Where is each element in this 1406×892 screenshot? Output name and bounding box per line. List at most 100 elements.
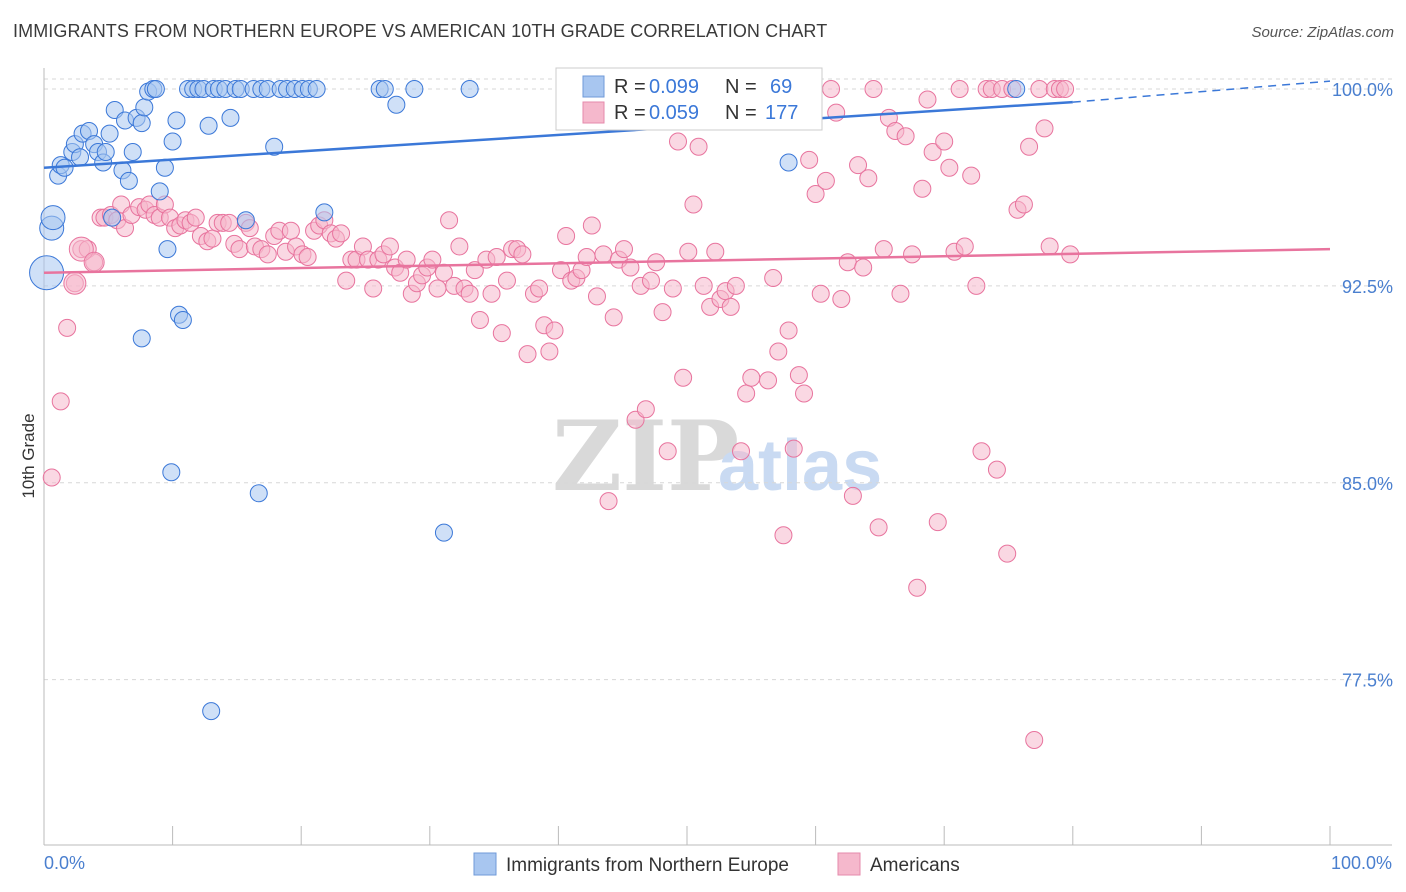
data-point [614, 240, 633, 259]
data-point [679, 242, 698, 261]
data-point [967, 276, 986, 295]
data-point [774, 526, 793, 545]
legend-n-label-1: N = [725, 76, 757, 98]
data-point [1035, 119, 1054, 138]
data-point [42, 468, 61, 487]
data-point [397, 250, 416, 269]
data-point [298, 248, 317, 266]
legend-n-value-2: 177 [765, 102, 798, 124]
data-point [668, 132, 687, 151]
data-point [891, 284, 910, 303]
data-point [1056, 80, 1075, 98]
data-point [103, 208, 122, 227]
data-point [387, 95, 406, 114]
data-point [641, 271, 660, 290]
y-tick-labels: 100.0% 92.5% 85.0% 77.5% [1332, 80, 1393, 691]
data-point [779, 153, 798, 172]
data-point [1030, 80, 1049, 98]
americans-points [42, 80, 1080, 749]
data-point [832, 290, 851, 308]
data-point [1040, 237, 1059, 256]
data-point [684, 195, 703, 214]
data-point [220, 213, 239, 232]
data-point [940, 158, 959, 177]
data-point [146, 80, 165, 98]
legend-n-label-2: N = [725, 102, 757, 124]
data-point [843, 486, 862, 505]
data-point [972, 442, 991, 461]
data-point [811, 284, 830, 303]
data-point [135, 98, 154, 117]
data-point [51, 392, 70, 411]
data-point [492, 324, 511, 343]
x-tick-label-min: 0.0% [44, 853, 85, 873]
data-point [236, 211, 255, 230]
data-point [903, 245, 922, 264]
legend-n-value-1: 69 [770, 76, 792, 98]
data-point [1007, 80, 1026, 98]
data-point [513, 245, 532, 264]
trend-line-americans [43, 247, 1331, 274]
y-tick-label: 85.0% [1342, 474, 1393, 494]
legend-swatch-blue [582, 75, 605, 98]
bottom-legend: Immigrants from Northern Europe American… [473, 852, 960, 876]
data-point [230, 240, 249, 259]
data-point [58, 318, 77, 337]
data-point [759, 371, 778, 390]
data-point [732, 442, 751, 461]
data-point [470, 311, 489, 329]
data-point [281, 221, 300, 240]
data-point [123, 143, 142, 161]
data-point [923, 143, 942, 161]
data-point [100, 124, 119, 143]
data-point [450, 237, 469, 256]
data-point [540, 342, 559, 361]
data-point [822, 80, 841, 98]
data-point [1020, 137, 1039, 156]
data-point [518, 345, 537, 364]
data-point [955, 237, 974, 256]
data-point [364, 279, 383, 298]
data-point [265, 137, 284, 156]
data-point [604, 308, 623, 327]
data-point [663, 279, 682, 298]
bottom-legend-label-2: Americans [870, 855, 960, 876]
data-point [428, 279, 447, 298]
data-point [482, 284, 501, 303]
y-tick-label: 92.5% [1342, 277, 1393, 297]
data-point [307, 80, 326, 98]
data-point [896, 127, 915, 146]
source-credit: Source: ZipAtlas.com [1251, 24, 1394, 41]
data-point [315, 203, 334, 222]
data-point [689, 137, 708, 156]
legend-r-label-1: R = [614, 76, 646, 98]
bottom-legend-swatch-pink [837, 852, 861, 876]
data-point [119, 171, 138, 190]
data-point [674, 368, 693, 387]
data-point [1014, 195, 1033, 214]
data-point [764, 269, 783, 287]
data-point [158, 240, 177, 259]
data-point [800, 150, 819, 169]
data-point [658, 442, 677, 461]
x-axis-ticks [43, 826, 1331, 845]
data-point [163, 132, 182, 151]
data-point [864, 80, 883, 98]
data-point [935, 132, 954, 151]
data-point [594, 245, 613, 264]
data-point [545, 321, 564, 340]
data-point [950, 80, 969, 98]
data-point [869, 518, 888, 537]
data-point [721, 297, 740, 316]
data-point [928, 513, 947, 532]
data-point [460, 80, 479, 98]
data-point [249, 484, 268, 503]
data-point [694, 276, 713, 295]
data-point [497, 271, 516, 290]
chart-title: IMMIGRANTS FROM NORTHERN EUROPE VS AMERI… [13, 21, 828, 41]
data-point [132, 114, 151, 133]
data-point [874, 240, 893, 259]
x-tick-label-max: 100.0% [1331, 853, 1392, 873]
data-point [587, 287, 606, 306]
